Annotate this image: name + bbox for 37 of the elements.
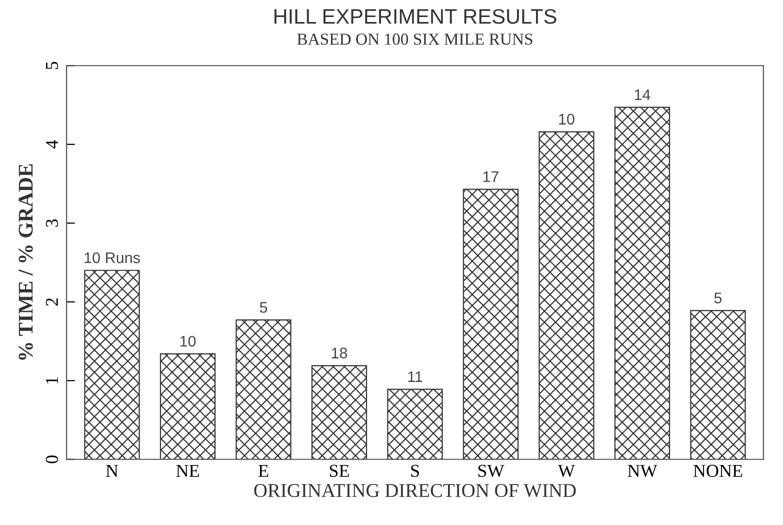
bar [387, 388, 443, 460]
x-tick-label: NW [628, 464, 658, 478]
bar [311, 365, 368, 460]
x-tick-label: E [258, 464, 268, 477]
annotation: 5 [260, 302, 268, 313]
annotation: 18 [332, 348, 348, 358]
chart-subtitle: BASED ON 100 SIX MILE RUNS [297, 34, 532, 45]
bar [160, 353, 216, 460]
x-tick-label: NONE [693, 464, 742, 477]
annotation: 11 [408, 371, 422, 382]
bar [690, 310, 746, 460]
y-tick-label: 4 [46, 140, 58, 149]
bar [236, 319, 292, 460]
x-tick-label: S [411, 464, 419, 477]
x-tick-label: SW [478, 464, 504, 478]
annotation: 10 Runs [84, 252, 140, 264]
annotation: 5 [714, 292, 722, 304]
x-tick-label: SE [330, 464, 349, 477]
annotation: 10 [180, 336, 196, 347]
y-tick-label: 2 [46, 298, 58, 306]
annotation: 17 [483, 171, 498, 182]
bar [614, 106, 670, 460]
y-tick-label: 0 [46, 456, 58, 464]
x-tick-label: NE [176, 464, 199, 477]
x-axis-title: ORIGINATING DIRECTION OF WIND [254, 484, 576, 498]
bar [538, 131, 594, 460]
y-tick-label: 3 [46, 219, 58, 227]
chart-title: HILL EXPERIMENT RESULTS [274, 9, 556, 24]
bar [84, 270, 140, 460]
y-axis-title: % TIME / % GRADE [18, 164, 33, 360]
x-tick-label: N [106, 464, 118, 477]
y-tick-label: 5 [46, 62, 58, 70]
y-tick-label: 1 [46, 377, 58, 384]
annotation: 10 [559, 114, 574, 125]
x-tick-label: W [558, 464, 575, 478]
annotation: 14 [634, 90, 650, 100]
bar [462, 188, 519, 460]
